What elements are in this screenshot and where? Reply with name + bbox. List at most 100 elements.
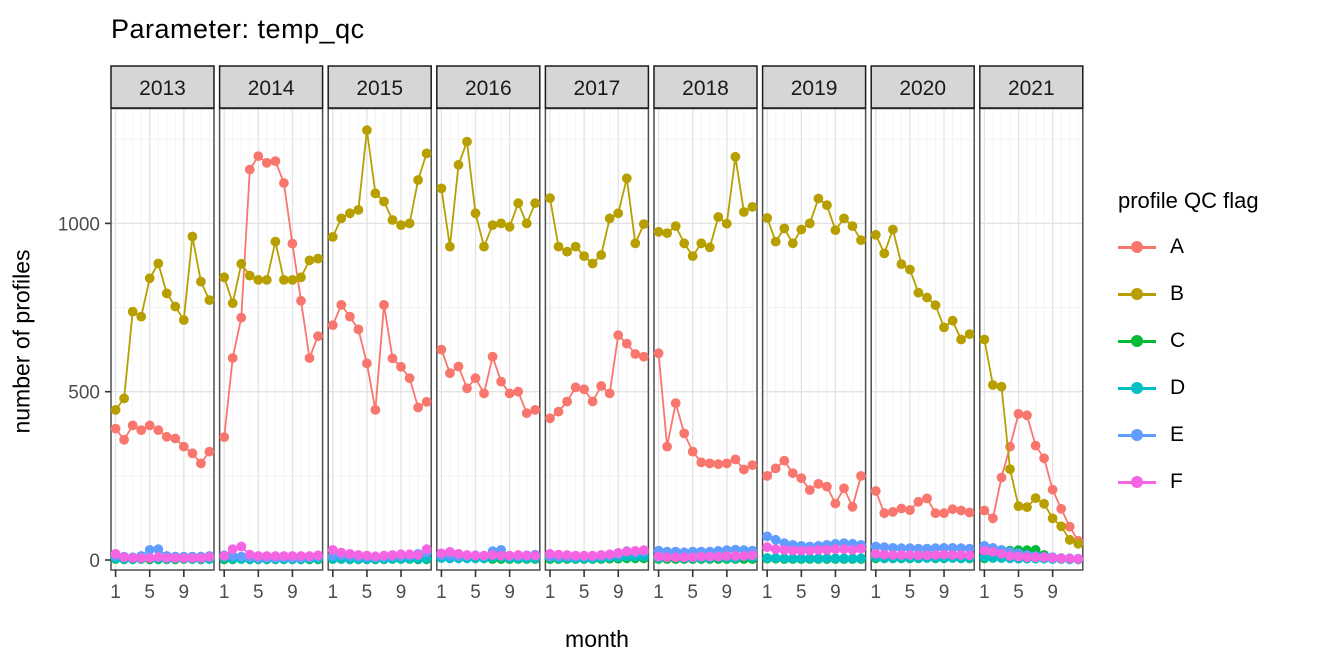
data-point: [204, 295, 215, 305]
data-point: [670, 552, 681, 563]
data-point: [856, 553, 866, 564]
facet-strip-label: 2015: [356, 77, 403, 100]
data-point: [487, 550, 498, 560]
data-point: [370, 551, 381, 562]
data-point: [870, 229, 881, 240]
data-point: [553, 549, 564, 560]
data-point: [988, 380, 998, 390]
data-point: [161, 288, 172, 299]
data-point: [379, 300, 389, 310]
facet-2018: 1 5 9 2018: [653, 65, 758, 603]
data-point: [396, 549, 406, 560]
facet-strip-label: 2014: [248, 77, 295, 100]
data-point: [638, 545, 649, 556]
data-point: [679, 552, 690, 563]
series-A-2019: [762, 455, 866, 512]
data-point: [847, 501, 858, 512]
data-point: [413, 175, 423, 185]
x-tick-label: 9: [1047, 582, 1058, 603]
data-point: [779, 538, 790, 549]
x-tick-label: 9: [179, 582, 190, 603]
series-B-2019: [762, 193, 866, 249]
data-point: [747, 550, 758, 561]
data-point: [119, 434, 129, 445]
data-point: [270, 156, 281, 167]
data-point: [562, 550, 572, 560]
data-point: [170, 301, 181, 312]
data-point: [404, 549, 415, 560]
data-point: [679, 238, 690, 249]
data-point: [856, 235, 866, 246]
facet-strip: [327, 65, 432, 109]
data-point: [770, 544, 781, 555]
data-point: [913, 550, 924, 561]
data-point: [470, 373, 481, 384]
data-point: [905, 543, 915, 554]
series-A-2018: [653, 348, 758, 475]
legend-key-icon: [1118, 381, 1156, 395]
data-point: [913, 287, 924, 298]
data-point: [570, 382, 581, 393]
data-point: [879, 508, 890, 519]
data-point: [562, 396, 572, 407]
data-point: [879, 248, 890, 259]
data-point: [787, 238, 798, 249]
data-point: [913, 496, 924, 507]
data-point: [204, 446, 215, 457]
series-A-2016: [436, 344, 541, 419]
data-point: [947, 315, 958, 326]
data-point: [796, 473, 807, 484]
data-point: [905, 550, 915, 560]
legend: profile QC flag A B C D E F: [1118, 188, 1259, 514]
data-point: [604, 213, 615, 224]
y-tick-label: 0: [89, 551, 100, 572]
data-point: [1056, 521, 1067, 532]
series-F-2017: [545, 545, 649, 561]
data-point: [279, 275, 289, 285]
data-point: [979, 334, 990, 345]
data-point: [739, 551, 749, 561]
x-tick-label: 1: [871, 582, 882, 603]
data-point: [604, 388, 615, 399]
data-point: [196, 553, 206, 563]
data-point: [662, 228, 672, 239]
x-tick-label: 5: [579, 582, 590, 603]
data-point: [178, 553, 189, 563]
data-point: [830, 544, 841, 555]
data-point: [630, 238, 641, 249]
data-point: [479, 388, 489, 399]
x-tick-label: 9: [939, 582, 950, 603]
data-point: [1030, 552, 1041, 563]
data-point: [178, 315, 189, 325]
data-point: [136, 553, 147, 563]
data-point: [570, 241, 581, 252]
data-point: [353, 324, 364, 335]
data-point: [996, 472, 1007, 483]
facet-strip: [979, 65, 1084, 109]
data-point: [996, 549, 1007, 559]
data-point: [770, 236, 781, 247]
x-tick-label: 5: [144, 582, 155, 603]
data-point: [387, 353, 398, 364]
data-point: [813, 545, 824, 555]
x-tick-label: 9: [504, 582, 515, 603]
series-F-2019: [762, 542, 866, 556]
data-point: [227, 298, 238, 309]
data-point: [956, 505, 966, 516]
series-F-2018: [653, 550, 758, 563]
data-point: [804, 545, 815, 556]
data-point: [453, 361, 464, 372]
data-point: [445, 368, 455, 379]
data-point: [847, 545, 858, 555]
data-point: [296, 272, 306, 283]
data-point: [327, 545, 338, 555]
data-point: [813, 479, 824, 489]
data-point: [730, 454, 741, 465]
x-tick-label: 1: [110, 582, 121, 603]
data-point: [964, 329, 975, 339]
data-point: [327, 232, 338, 242]
data-point: [762, 213, 773, 223]
data-point: [127, 553, 138, 563]
data-point: [396, 361, 406, 372]
data-point: [730, 151, 741, 162]
